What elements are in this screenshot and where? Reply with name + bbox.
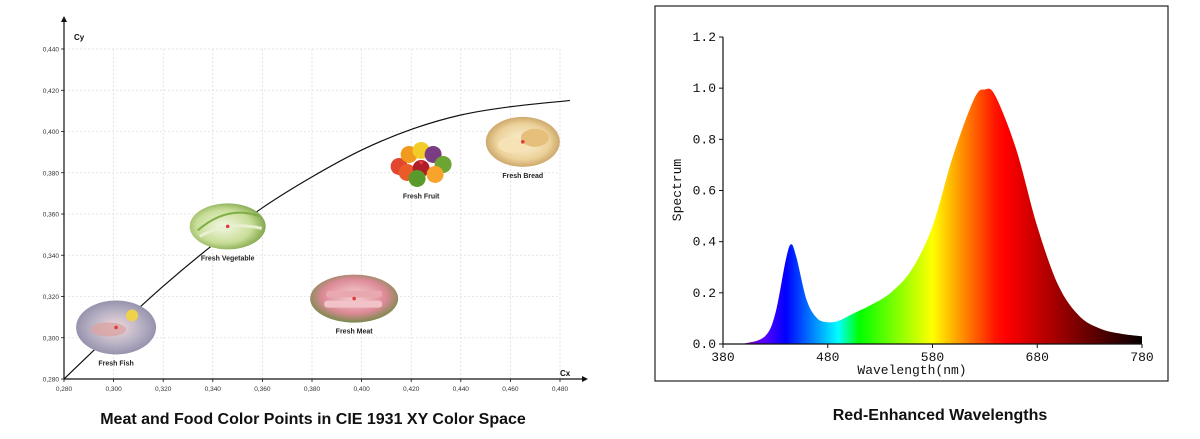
cie-x-tick-label: 0,300 [105,386,122,393]
food-point-fruit: Fresh Fruit [390,141,452,200]
spectrum-y-tick-label: 1.0 [693,81,716,96]
spectrum-y-tick-label: 1.2 [693,30,716,45]
cie-x-tick-label: 0,280 [56,386,73,393]
food-point-marker [352,296,356,301]
cie-x-tick-label: 0,320 [155,386,172,393]
spectrum-y-tick-label: 0.6 [693,184,716,199]
spectrum-x-axis-label: Wavelength(nm) [857,363,966,378]
cie-y-ticks: 0,280 0,300 0,320 0,340 0,360 0,380 0,400 0,420… [43,47,64,384]
cie-y-tick-label: 0,380 [43,170,60,177]
food-point-marker [521,140,525,144]
cie-x-tick-label: 0,400 [353,386,370,393]
food-point-marker [225,224,230,229]
spectrum-y-tick-label: 0.0 [693,337,716,352]
cie-x-tick-label: 0,420 [403,386,420,393]
food-point-label: Fresh Fruit [403,193,440,200]
spectrum-y-tick-label: 0.4 [693,235,717,250]
planckian-curve [63,99,570,380]
cie-y-tick-label: 0,360 [43,212,60,219]
food-points: Fresh Fish Fresh Vegetable Fresh Meat Fresh… [76,116,560,367]
cie-x-ticks: 0,280 0,300 0,320 0,340 0,360 0,380 0,400 0,420… [56,379,569,393]
food-point-fish: Fresh Fish [76,300,157,367]
cie-y-tick-label: 0,300 [43,335,60,342]
spectrum-x-ticks: 380 480 580 680 780 [711,344,1154,365]
cie-chart: 0,280 0,300 0,320 0,340 0,360 0,380 0,400 0,420… [43,16,588,428]
cie-x-tick-label: 0,460 [502,386,519,393]
cie-axes [61,16,588,382]
fruit-piece [426,165,444,183]
food-point-label: Fresh Vegetable [201,255,255,262]
bread-slice [497,136,528,153]
food-point-meat: Fresh Meat [310,274,399,336]
spectrum-x-tick-label: 380 [711,350,734,365]
bread-roll [520,128,549,147]
spectrum-x-tick-label: 780 [1130,350,1153,365]
spectrum-y-tick-label: 0.8 [693,132,716,147]
food-point-vegetable: Fresh Vegetable [189,203,266,262]
cie-x-tick-label: 0,380 [304,386,321,393]
food-point-label: Fresh Bread [502,173,543,180]
cie-y-axis-label: Cy [74,33,85,42]
spectrum-y-axis-label: Spectrum [670,159,685,222]
spectrum-x-tick-label: 480 [816,350,839,365]
cie-x-axis-label: Cx [560,369,571,378]
cie-x-tick-label: 0,340 [205,386,222,393]
fish-body [90,322,127,337]
spectrum-x-tick-label: 680 [1026,350,1049,365]
spectrum-chart-title: Red-Enhanced Wavelengths [833,407,1048,424]
cie-y-tick-label: 0,280 [43,377,60,384]
cie-y-axis-arrow [61,16,67,22]
cie-grid [64,48,561,379]
cabbage-leaf [197,211,261,232]
food-point-marker [114,325,118,330]
fruit-image [390,141,452,187]
meat-slice [324,300,383,308]
cie-x-tick-label: 0,360 [254,386,271,393]
spectrum-x-tick-label: 580 [921,350,944,365]
cie-y-tick-label: 0,340 [43,253,60,260]
cie-x-tick-label: 0,440 [453,386,470,393]
cie-x-axis-arrow [582,376,588,382]
spectrum-y-ticks: 0.0 0.2 0.4 0.6 0.8 1.0 1.2 [693,30,723,352]
cie-x-tick-label: 0,480 [552,386,569,393]
food-point-label: Fresh Meat [336,329,374,336]
meat-slice [326,290,383,298]
lemon-slice [126,309,139,322]
cie-y-tick-label: 0,420 [43,88,60,95]
food-point-label: Fresh Fish [98,360,133,367]
food-point-bread: Fresh Bread [485,116,560,180]
cie-y-tick-label: 0,440 [43,47,60,54]
spectrum-chart: 380 480 580 680 780 0.0 0.2 0.4 0.6 0.8 1.0 1.2 Wa… [654,5,1169,424]
cie-y-tick-label: 0,400 [43,129,60,136]
food-point-marker [419,160,423,165]
cie-chart-title: Meat and Food Color Points in CIE 1931 X… [100,411,526,428]
spectrum-y-tick-label: 0.2 [693,286,716,301]
cie-y-tick-label: 0,320 [43,294,60,301]
fruit-piece [408,169,426,187]
